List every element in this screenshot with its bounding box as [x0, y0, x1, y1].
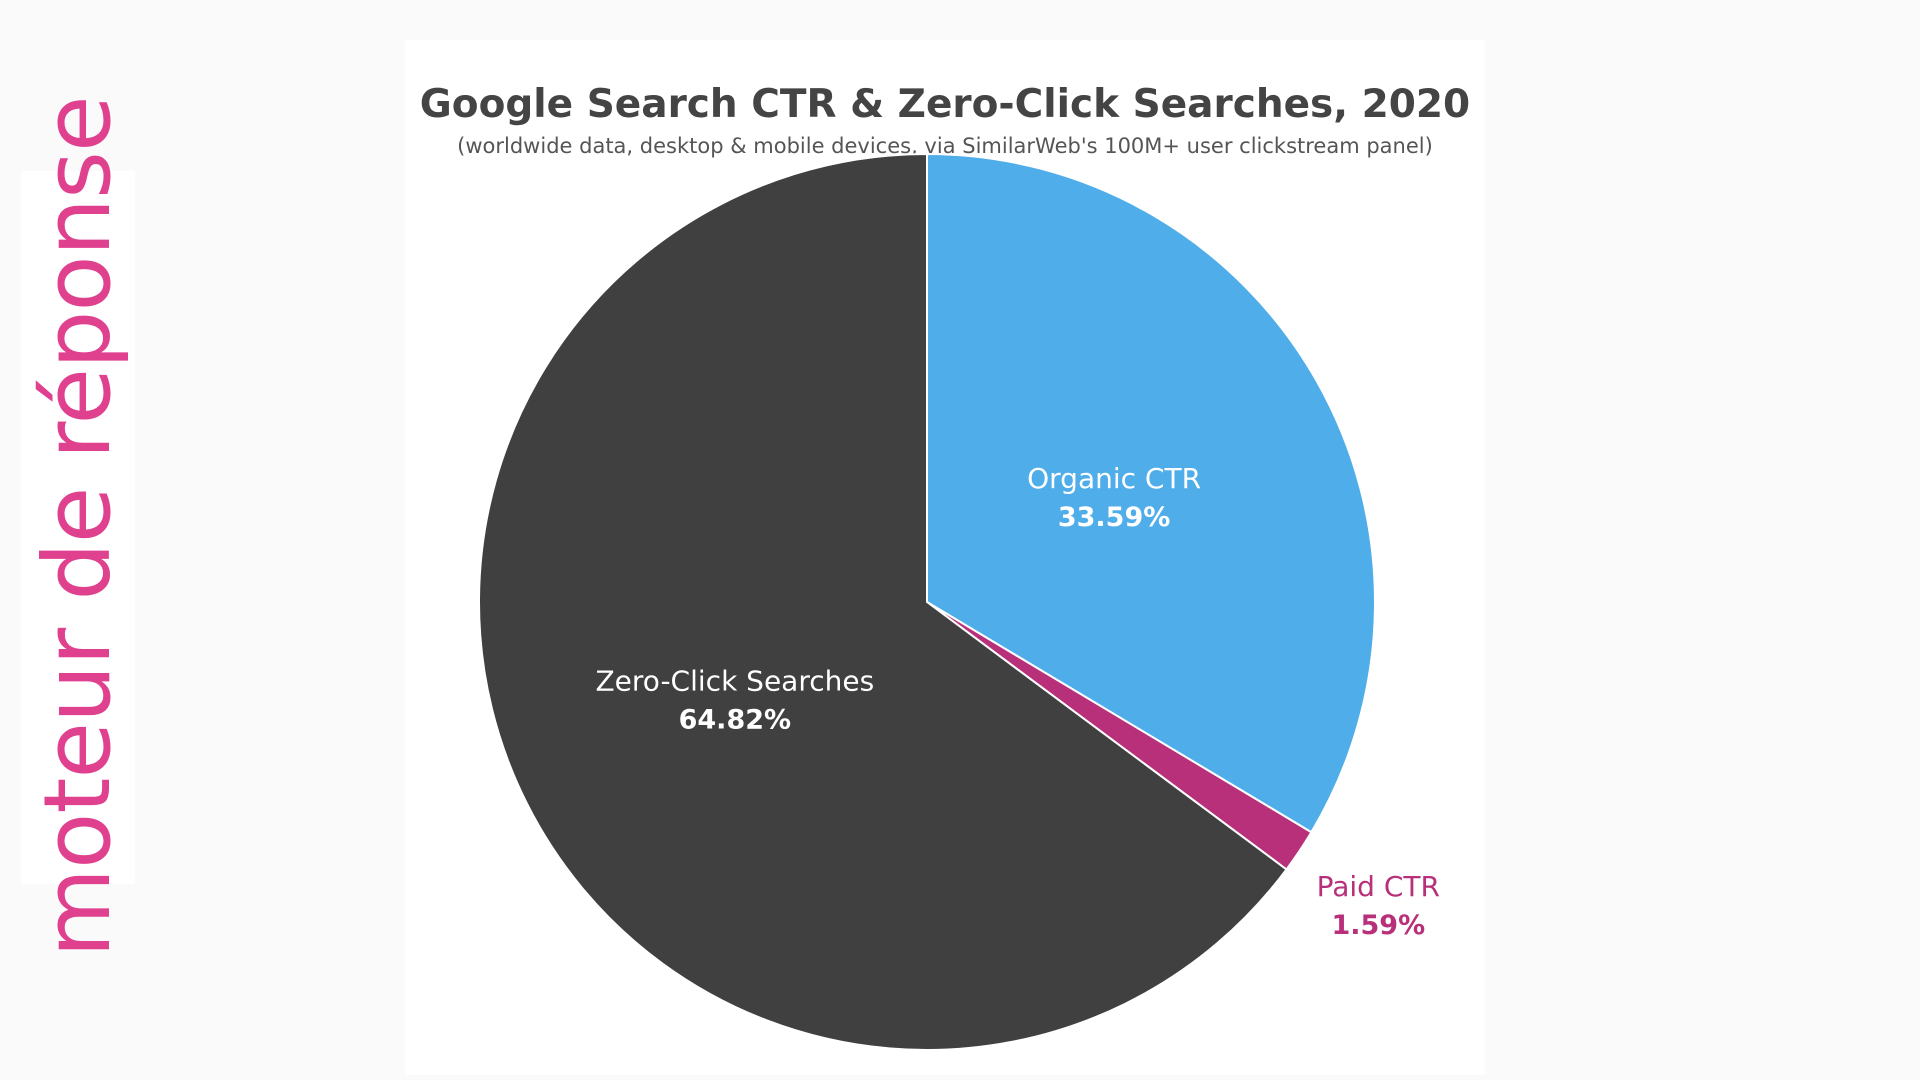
chart-title: Google Search CTR & Zero-Click Searches,…	[419, 82, 1471, 127]
slice-label-paid-ctr: Paid CTR	[1317, 870, 1440, 903]
slice-value-organic-ctr: 33.59%	[1058, 502, 1170, 533]
side-label: moteur de réponse	[24, 96, 131, 958]
pie-chart: Organic CTR 33.59% Paid CTR 1.59% Zero-Click…	[478, 152, 1440, 1051]
pie-slice-zero-click-searches	[478, 152, 1288, 1051]
slice-value-zero-click-searches: 64.82%	[679, 705, 791, 736]
side-label-background	[21, 171, 135, 884]
slice-value-paid-ctr: 1.59%	[1331, 910, 1425, 941]
slice-label-zero-click-searches: Zero-Click Searches	[596, 665, 875, 698]
slice-label-organic-ctr: Organic CTR	[1027, 462, 1201, 495]
chart-panel: Google Search CTR & Zero-Click Searches,…	[405, 40, 1485, 1075]
pie-slice-organic-ctr	[926, 152, 1376, 834]
